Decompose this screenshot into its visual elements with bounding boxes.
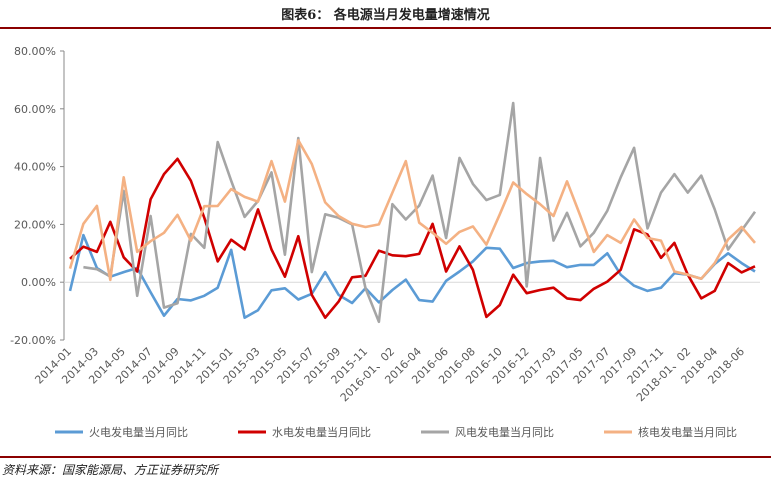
title-divider [0,27,771,29]
legend-label: 火电发电量当月同比 [89,425,188,439]
legend-label: 水电发电量当月同比 [272,425,371,439]
source-note: 资料来源：国家能源局、方正证券研究所 [2,463,219,477]
y-tick-label: 20.00% [14,218,56,231]
y-tick-label: -20.00% [10,334,56,347]
y-tick-label: 80.00% [14,45,56,58]
y-tick-label: 40.00% [14,161,56,174]
source-divider [0,456,771,458]
series-line-3 [68,139,756,282]
legend-label: 核电发电量当月同比 [638,425,737,439]
legend-label: 风电发电量当月同比 [455,425,554,439]
series-line-0 [68,233,756,319]
chart-title: 图表6： 各电源当月发电量增速情况 [281,8,490,23]
series-line-2 [83,101,757,324]
line-chart: -20.00%0.00%20.00%40.00%60.00%80.00%2014… [10,45,760,439]
y-tick-label: 0.00% [21,276,56,289]
series-line-1 [69,157,756,319]
y-tick-label: 60.00% [14,103,56,116]
